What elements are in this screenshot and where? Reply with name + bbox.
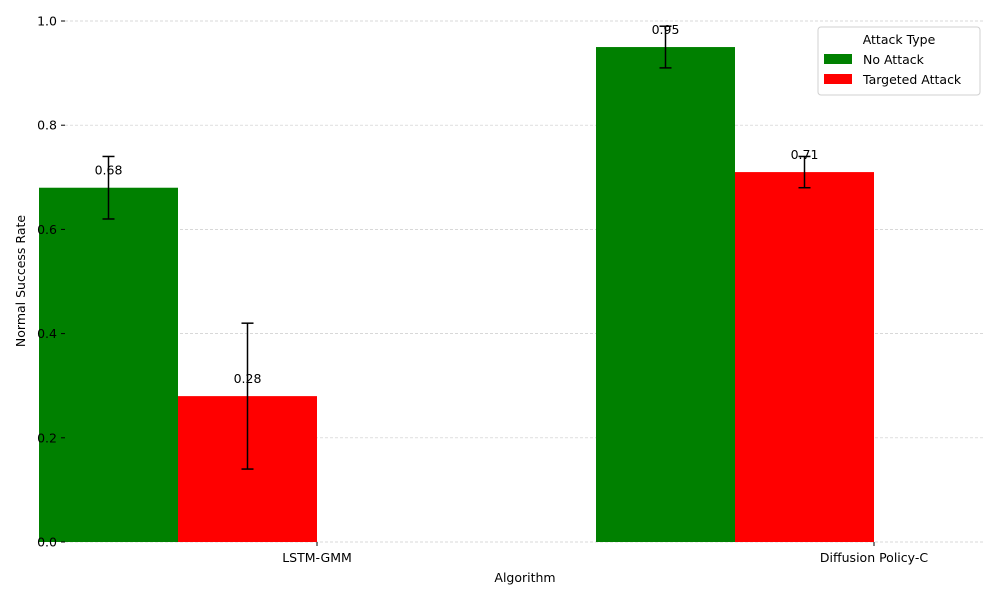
legend-swatch <box>824 54 852 64</box>
y-tick-label: 0.6 <box>37 222 57 237</box>
data-label: 0.28 <box>234 371 262 386</box>
y-tick-label: 0.2 <box>37 430 57 445</box>
legend-swatch <box>824 74 852 84</box>
legend: Attack Type No Attack Targeted Attack <box>817 26 981 96</box>
legend-title: Attack Type <box>863 32 936 47</box>
data-label: 0.71 <box>791 147 819 162</box>
x-tick-label: Diffusion Policy-C <box>820 550 928 565</box>
x-tick-label: LSTM-GMM <box>282 550 352 565</box>
y-tick-label: 1.0 <box>37 14 57 29</box>
bars <box>39 47 874 543</box>
y-axis-label: Normal Success Rate <box>13 215 28 347</box>
x-axis-label: Algorithm <box>494 570 555 585</box>
bar-targeted-attack <box>735 172 874 542</box>
data-label: 0.68 <box>95 163 123 178</box>
legend-label: Targeted Attack <box>862 72 962 87</box>
y-tick-label: 0.8 <box>37 118 57 133</box>
legend-frame <box>817 26 981 96</box>
data-labels: 0.68 0.95 0.28 0.71 <box>95 22 819 386</box>
y-tick-label: 0.0 <box>37 535 57 550</box>
legend-label: No Attack <box>863 52 925 67</box>
error-bars <box>102 25 811 470</box>
x-axis: LSTM-GMM Diffusion Policy-C <box>282 542 928 565</box>
y-axis: 0.0 0.2 0.4 0.6 0.8 1.0 <box>37 14 65 550</box>
bar-no-attack <box>39 187 178 542</box>
bar-no-attack <box>596 47 735 543</box>
data-label: 0.95 <box>652 22 680 37</box>
y-tick-label: 0.4 <box>37 326 57 341</box>
